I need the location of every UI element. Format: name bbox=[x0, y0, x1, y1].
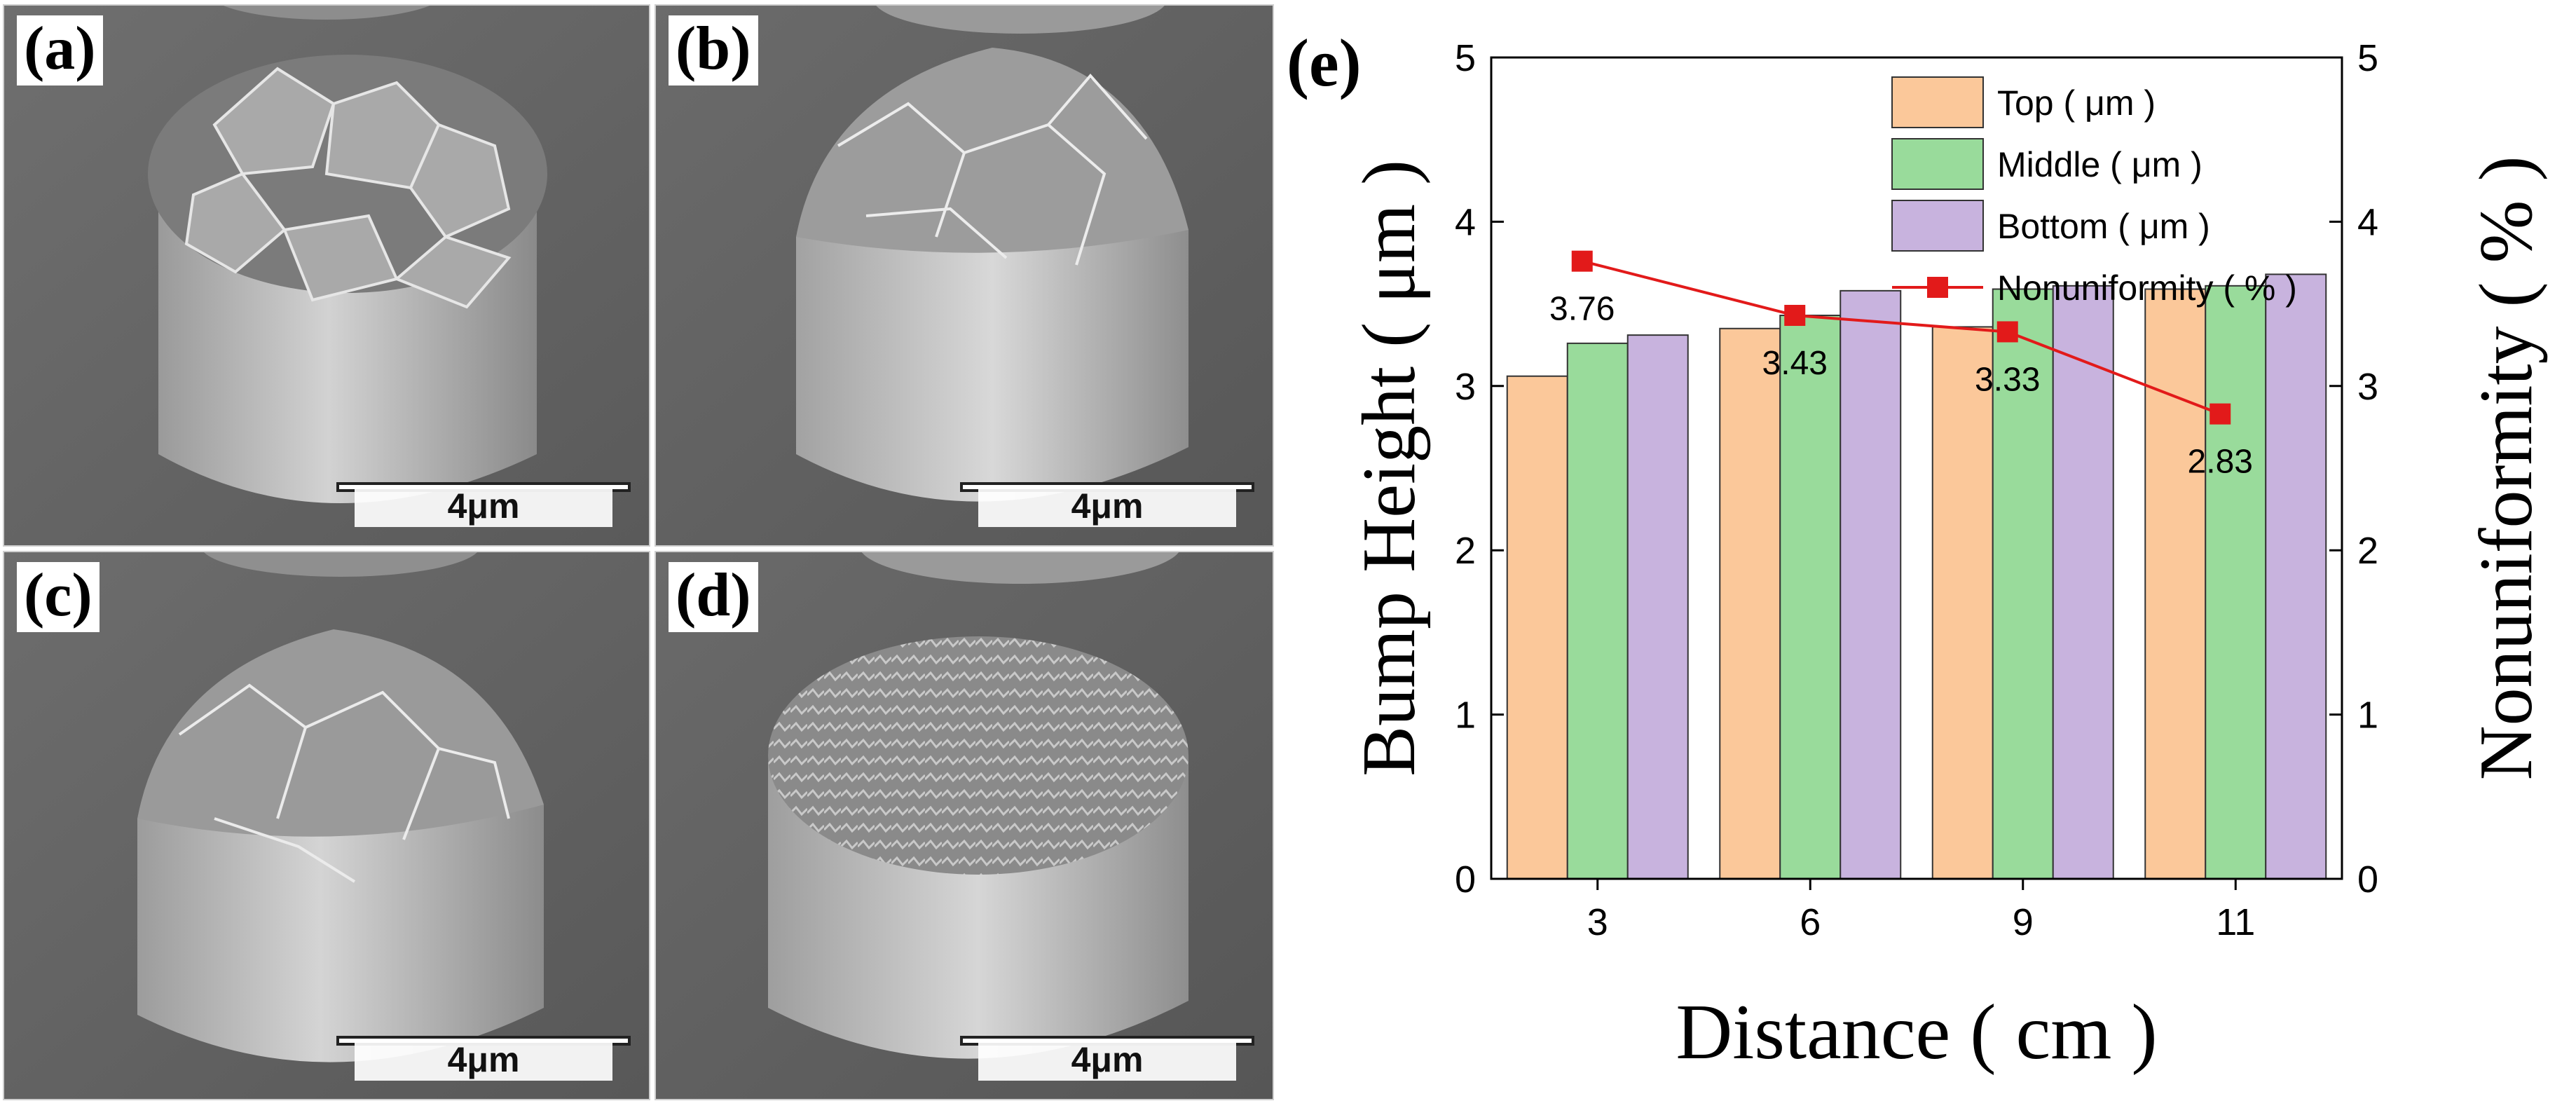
bar-top-3 bbox=[1506, 375, 1568, 880]
nonuniformity-data-label: 3.43 bbox=[1762, 345, 1828, 382]
nonuniformity-line bbox=[1582, 259, 2221, 416]
bar-top-9 bbox=[1931, 326, 1994, 880]
scale-bar-text: 4μm bbox=[978, 1039, 1236, 1081]
x-tick-label: 6 bbox=[1800, 901, 1821, 943]
bar-middle-11 bbox=[2205, 285, 2267, 880]
legend-marker-nonuniformity bbox=[1927, 277, 1948, 298]
y-tick-label: 1 bbox=[1455, 695, 1476, 737]
nonuniformity-data-label: 3.76 bbox=[1549, 291, 1615, 328]
y-tick-label: 5 bbox=[1455, 37, 1476, 79]
y-right-tick-label: 2 bbox=[2357, 530, 2378, 572]
panel-label-b: (b) bbox=[669, 15, 758, 86]
scale-bar-text: 4μm bbox=[355, 485, 612, 527]
sem-panel-b: (b) 4μm bbox=[655, 4, 1274, 547]
x-tick-label: 3 bbox=[1587, 901, 1608, 943]
nonuniformity-point-9 bbox=[1996, 321, 2018, 343]
panel-label-e: (e) bbox=[1287, 25, 1362, 100]
legend-swatch-top bbox=[1891, 76, 1984, 128]
y-tick-label: 2 bbox=[1455, 530, 1476, 572]
y-axis-title: Bump Height ( μm ) bbox=[1348, 160, 1431, 777]
legend-label: Nonuniformity ( % ) bbox=[1997, 268, 2297, 308]
scale-bar-c: 4μm bbox=[336, 1036, 631, 1081]
bar-middle-3 bbox=[1566, 342, 1629, 880]
y-right-tick-label: 3 bbox=[2357, 366, 2378, 408]
x-tick-label: 11 bbox=[2216, 901, 2255, 943]
y-right-tick-label: 4 bbox=[2357, 201, 2378, 243]
y-right-tick-label: 0 bbox=[2357, 859, 2378, 901]
sem-image-d bbox=[656, 552, 1273, 1099]
sem-panel-d: (d) 4μm bbox=[655, 551, 1274, 1100]
nonuniformity-point-11 bbox=[2210, 403, 2231, 425]
sem-image-a bbox=[4, 6, 649, 545]
x-axis-title: Distance ( cm ) bbox=[1676, 989, 2157, 1076]
nonuniformity-data-label: 2.83 bbox=[2188, 444, 2253, 481]
y-right-tick-label: 1 bbox=[2357, 695, 2378, 737]
x-tick-label: 9 bbox=[2013, 901, 2034, 943]
y-right-axis-title: Nonuniformity ( % ) bbox=[2465, 156, 2548, 781]
bar-top-6 bbox=[1719, 327, 1781, 880]
bar-middle-9 bbox=[1992, 288, 2054, 880]
nonuniformity-data-label: 3.33 bbox=[1975, 361, 2040, 398]
panel-label-d: (d) bbox=[669, 562, 758, 632]
sem-panel-c: (c) 4μm bbox=[3, 551, 650, 1100]
bar-top-11 bbox=[2144, 288, 2207, 880]
y-tick-label: 4 bbox=[1455, 201, 1476, 243]
bar-bottom-3 bbox=[1626, 334, 1689, 880]
nonuniformity-point-6 bbox=[1784, 305, 1806, 327]
legend-label: Top ( μm ) bbox=[1997, 83, 2156, 123]
scale-bar-text: 4μm bbox=[355, 1039, 612, 1081]
nonuniformity-point-3 bbox=[1571, 250, 1593, 272]
bar-middle-6 bbox=[1779, 315, 1842, 880]
panel-label-c: (c) bbox=[17, 562, 100, 632]
y-tick-label: 0 bbox=[1455, 859, 1476, 901]
scale-bar-b: 4μm bbox=[960, 482, 1254, 527]
legend-label: Middle ( μm ) bbox=[1997, 145, 2202, 184]
sem-panel-a: (a) 4μm bbox=[3, 4, 650, 547]
legend-swatch-bottom bbox=[1891, 200, 1984, 252]
bar-bottom-11 bbox=[2265, 273, 2327, 880]
scale-bar-d: 4μm bbox=[960, 1036, 1254, 1081]
panel-label-a: (a) bbox=[17, 15, 103, 86]
y-tick-label: 3 bbox=[1455, 366, 1476, 408]
bar-bottom-6 bbox=[1839, 289, 1902, 880]
scale-bar-a: 4μm bbox=[336, 482, 631, 527]
scale-bar-text: 4μm bbox=[978, 485, 1236, 527]
legend-label: Bottom ( μm ) bbox=[1997, 207, 2210, 246]
sem-image-c bbox=[4, 552, 649, 1099]
legend-swatch-middle bbox=[1891, 138, 1984, 190]
bar-bottom-9 bbox=[2052, 285, 2114, 880]
y-right-tick-label: 5 bbox=[2357, 37, 2378, 79]
plot-frame bbox=[1490, 56, 2343, 880]
sem-image-b bbox=[656, 6, 1273, 545]
